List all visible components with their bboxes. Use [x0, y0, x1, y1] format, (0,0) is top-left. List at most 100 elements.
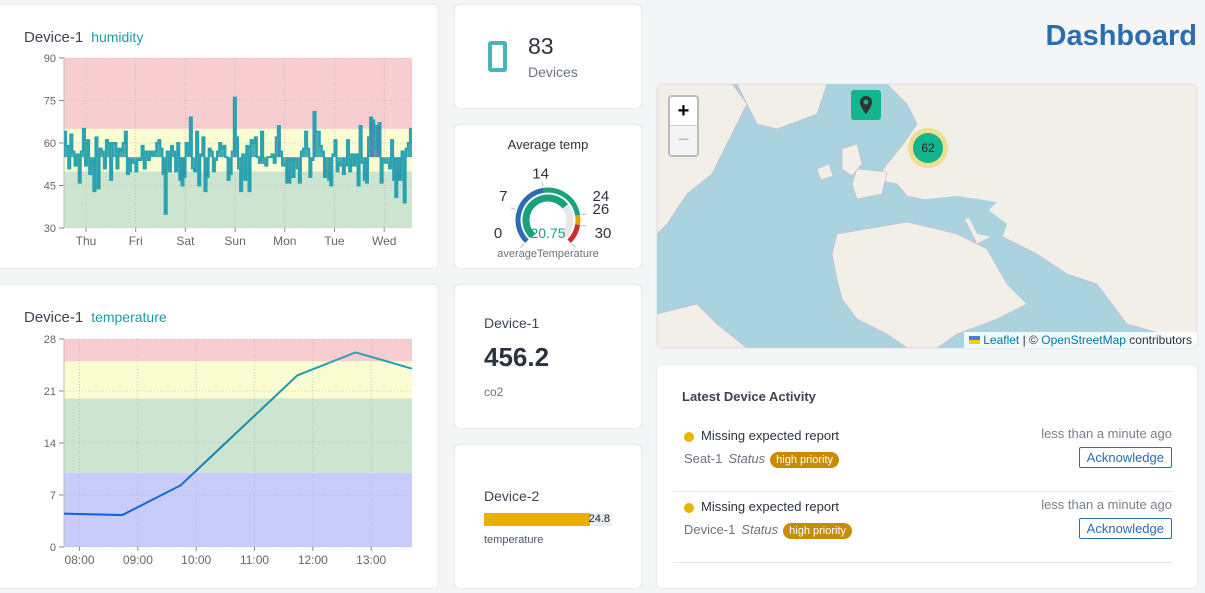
device-name: Seat-1: [684, 451, 723, 466]
humidity-bar: [120, 151, 123, 158]
x-tick-label: Sat: [176, 234, 195, 248]
gauge-value: 20.75: [530, 225, 565, 241]
device-count-label: Devices: [528, 64, 578, 80]
humidity-bar: [378, 123, 381, 158]
status-label: Status: [728, 451, 766, 466]
humidity-bar: [147, 157, 150, 160]
cluster-count: 62: [913, 133, 943, 163]
humidity-bar: [405, 148, 408, 158]
acknowledge-button[interactable]: Acknowledge: [1078, 447, 1172, 468]
humidity-bar: [231, 151, 234, 158]
humidity-bar: [279, 151, 283, 158]
gauge-band: [567, 224, 581, 243]
humidity-bar: [196, 131, 199, 158]
ukraine-flag-icon: [968, 336, 980, 344]
humidity-bar: [99, 148, 102, 158]
humidity-bar: [347, 140, 350, 158]
humidity-bar: [164, 157, 167, 214]
humidity-bar: [135, 157, 138, 172]
x-tick-label: 10:00: [181, 553, 211, 567]
humidity-bar: [108, 143, 111, 158]
humidity-bar: [282, 157, 285, 166]
humidity-bar: [321, 151, 324, 158]
humidity-bar: [263, 157, 266, 163]
page-title: Dashboard: [1045, 20, 1197, 52]
map-tiles[interactable]: [657, 84, 1197, 348]
map-pin-icon: [860, 96, 872, 114]
humidity-bar: [238, 157, 241, 169]
gauge-band: [542, 187, 581, 216]
humidity-bar: [258, 157, 262, 163]
humidity-bar: [80, 151, 83, 158]
gauge-tick: [541, 181, 544, 187]
priority-badge: high priority: [783, 523, 853, 539]
zoom-in-button[interactable]: +: [670, 97, 697, 126]
humidity-bar: [175, 157, 178, 172]
y-tick-label: 14: [44, 438, 56, 450]
humidity-bar: [158, 140, 161, 158]
humidity-bar: [219, 143, 222, 158]
zoom-out-button[interactable]: −: [670, 126, 697, 155]
event-time: less than a minute ago: [1041, 426, 1172, 441]
humidity-bar: [334, 140, 337, 158]
humidity-bar: [70, 134, 73, 158]
chart-title: Device-1 temperature: [24, 309, 167, 326]
humidity-bar: [342, 157, 345, 175]
humidity-bar: [229, 157, 232, 175]
map[interactable]: + − 62 Leaflet | © OpenStreetMap contrib…: [657, 84, 1197, 348]
humidity-bar: [296, 157, 299, 169]
activity-item: Missing expected report Device-1 Status hi…: [673, 493, 1172, 563]
humidity-bar: [191, 157, 194, 169]
humidity-bar: [344, 157, 348, 166]
humidity-bar: [317, 131, 320, 158]
status-dot-icon: [684, 503, 694, 513]
marker-cluster[interactable]: 62: [908, 128, 948, 168]
humidity-bar: [82, 128, 85, 158]
gauge-tick-label: 14: [532, 166, 549, 183]
humidity-bar: [68, 157, 71, 169]
humidity-bar: [179, 157, 182, 180]
leaflet-link[interactable]: Leaflet: [983, 333, 1020, 347]
humidity-bar: [338, 157, 341, 163]
map-marker[interactable]: [851, 90, 881, 120]
humidity-bar: [183, 157, 186, 177]
humidity-bar: [154, 151, 157, 158]
humidity-bar: [351, 154, 354, 158]
event-name: Missing expected report: [701, 428, 840, 443]
devices-count-card[interactable]: 83 Devices: [455, 5, 641, 108]
tablet-icon: [488, 41, 507, 72]
humidity-bar: [391, 140, 394, 158]
device-activity-card: Latest Device Activity Missing expected …: [657, 365, 1197, 588]
humidity-bar: [353, 157, 356, 166]
humidity-bar: [382, 157, 385, 160]
y-tick-label: 21: [44, 386, 56, 398]
y-tick-label: 28: [44, 334, 56, 346]
osm-link[interactable]: OpenStreetMap: [1041, 333, 1126, 347]
humidity-bar: [137, 157, 140, 160]
y-tick-label: 90: [44, 53, 56, 65]
average-temp-card: Average temp 0 7 14 24 26 30 20.75 averageTemp…: [455, 125, 641, 268]
humidity-bar: [126, 157, 129, 175]
humidity-bar: [336, 157, 339, 172]
humidity-bar: [235, 137, 238, 158]
humidity-bar: [252, 143, 255, 158]
x-tick-label: 12:00: [298, 553, 328, 567]
status-label: Status: [741, 522, 779, 537]
gauge-value-arc: [522, 194, 569, 239]
humidity-bar: [302, 148, 306, 158]
humidity-bar: [307, 148, 310, 158]
humidity-bar: [374, 148, 377, 158]
x-tick-label: Fri: [129, 234, 143, 248]
humidity-bar: [187, 154, 190, 158]
humidity-bar: [393, 157, 396, 180]
humidity-bar: [290, 157, 293, 160]
threshold-band: [64, 171, 412, 228]
acknowledge-button[interactable]: Acknowledge: [1078, 518, 1172, 539]
humidity-bar: [93, 157, 96, 192]
x-tick-label: Sun: [224, 234, 245, 248]
device2-temperature-card: Device-2 24.8 temperature: [455, 445, 641, 588]
y-tick-label: 60: [44, 138, 56, 150]
activity-title: Latest Device Activity: [682, 389, 816, 404]
humidity-bar: [72, 151, 75, 158]
